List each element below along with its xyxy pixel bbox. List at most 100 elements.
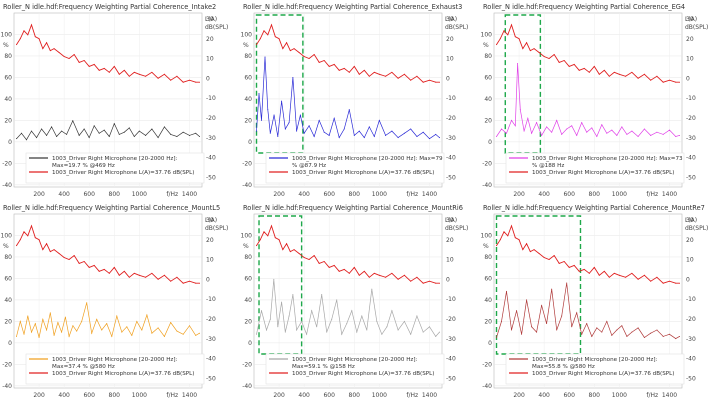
data-point <box>38 337 40 339</box>
x-tick-label: 1000 <box>132 392 147 399</box>
x-tick-label: 200 <box>513 191 525 198</box>
data-point <box>503 231 505 233</box>
data-point <box>26 139 28 141</box>
data-point <box>656 75 658 77</box>
data-point <box>403 73 405 75</box>
data-point <box>78 262 80 264</box>
data-point <box>289 251 291 253</box>
data-point <box>281 301 283 303</box>
data-point <box>103 268 105 270</box>
right-tick-label: 10 <box>686 56 694 63</box>
data-point <box>650 280 652 282</box>
legend-box <box>505 353 685 385</box>
data-point <box>631 71 633 73</box>
data-point <box>526 42 528 44</box>
left-tick-label: -40 <box>2 182 12 189</box>
data-point <box>38 239 40 241</box>
data-point <box>598 73 600 75</box>
data-point <box>331 318 333 320</box>
data-point <box>113 123 115 125</box>
data-point <box>256 333 258 335</box>
data-point <box>19 320 21 322</box>
data-point <box>416 315 418 317</box>
data-point <box>188 325 190 327</box>
data-point <box>668 129 670 131</box>
left-tick-label: -20 <box>482 362 492 369</box>
data-point <box>34 237 36 239</box>
data-point <box>269 132 271 134</box>
data-point <box>591 335 593 337</box>
data-point <box>286 243 288 245</box>
chart-title: Roller_N idle.hdf:Frequency Weighting Pa… <box>3 3 216 11</box>
data-point <box>68 57 70 59</box>
right-tick-label: -10 <box>446 95 456 102</box>
data-point <box>31 130 33 132</box>
data-point <box>606 320 608 322</box>
data-point <box>403 320 405 322</box>
data-point <box>518 38 520 40</box>
data-point <box>568 266 570 268</box>
data-point <box>551 131 553 133</box>
legend-box <box>25 353 205 385</box>
data-point <box>581 122 583 124</box>
right-tick-label: -20 <box>206 316 216 323</box>
data-point <box>333 117 335 119</box>
data-point <box>531 132 533 134</box>
left-tick-label: 80 <box>244 254 252 261</box>
right-tick-label: -40 <box>206 356 216 363</box>
data-point <box>313 54 315 56</box>
data-point <box>198 332 200 334</box>
data-point <box>151 272 153 274</box>
data-point <box>621 126 623 128</box>
data-point <box>517 62 519 64</box>
data-point <box>391 71 393 73</box>
data-point <box>613 71 615 73</box>
legend-text: 1003_Driver Right Microphone L(A)=37.76 … <box>52 371 194 377</box>
data-point <box>256 245 258 247</box>
chart-panel: Roller_N idle.hdf:Frequency Weighting Pa… <box>480 201 720 402</box>
left-tick-label: 40 <box>484 297 492 304</box>
x-tick-label: 1400 <box>422 392 437 399</box>
data-point <box>98 270 100 272</box>
data-point <box>621 325 623 327</box>
data-point <box>656 329 658 331</box>
data-point <box>422 331 424 333</box>
data-point <box>57 321 59 323</box>
legend-box <box>265 152 445 184</box>
left-tick-label: 80 <box>484 254 492 261</box>
data-point <box>678 282 680 284</box>
data-point <box>675 136 677 138</box>
right-tick-label: 20 <box>206 36 214 43</box>
data-point <box>410 128 412 130</box>
x-tick-label: 400 <box>538 392 550 399</box>
data-point <box>397 329 399 331</box>
data-point <box>529 251 531 253</box>
right-tick-label: 0 <box>686 75 690 82</box>
data-point <box>526 243 528 245</box>
data-point <box>271 225 273 227</box>
data-point <box>63 56 65 57</box>
data-point <box>298 52 300 54</box>
data-point <box>306 333 308 335</box>
data-point <box>511 24 513 26</box>
data-point <box>131 334 133 336</box>
left-tick-label: 60 <box>4 75 12 82</box>
data-point <box>675 338 677 340</box>
data-point <box>83 59 85 61</box>
data-point <box>76 330 78 332</box>
data-point <box>318 61 320 63</box>
data-point <box>416 75 418 77</box>
spl-level-line <box>16 224 200 284</box>
data-point <box>286 42 288 44</box>
left-tick-label: -20 <box>482 161 492 168</box>
spl-level-line <box>256 224 440 284</box>
data-point <box>601 124 603 126</box>
right-tick-label: -30 <box>686 135 696 142</box>
data-point <box>31 225 33 227</box>
right-tick-label: 30 <box>446 217 454 224</box>
data-point <box>333 264 335 266</box>
data-point <box>261 119 263 121</box>
data-point <box>662 282 664 284</box>
left-tick-label: 20 <box>244 118 252 125</box>
data-point <box>31 24 33 26</box>
